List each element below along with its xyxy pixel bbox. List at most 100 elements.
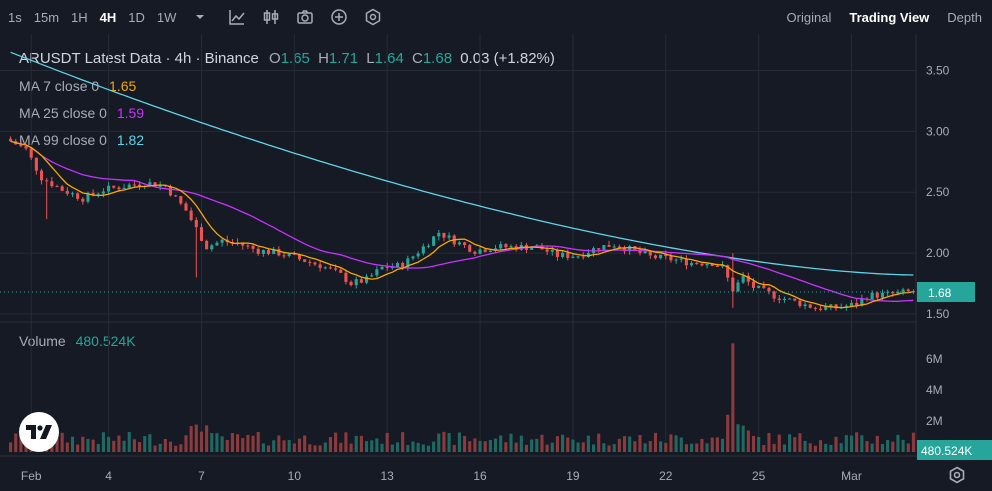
candle-style-icon[interactable] xyxy=(262,8,280,26)
volume-bar xyxy=(375,438,379,452)
volume-bar xyxy=(96,443,100,452)
candle-body xyxy=(261,250,265,254)
volume-bar xyxy=(659,441,663,452)
candle-body xyxy=(215,242,219,246)
low-value: 1.64 xyxy=(374,50,404,67)
chart-settings-icon[interactable] xyxy=(948,466,966,489)
volume-bar xyxy=(86,438,90,452)
volume-bar xyxy=(638,435,642,452)
volume-bar xyxy=(767,432,771,452)
volume-bar xyxy=(199,431,204,452)
volume-bar xyxy=(122,440,126,452)
volume-bar xyxy=(803,440,807,452)
view-depth[interactable]: Depth xyxy=(947,9,982,25)
volume-bar xyxy=(14,433,18,452)
volume-bar xyxy=(215,433,219,452)
volume-bar xyxy=(241,438,245,452)
volume-bar xyxy=(339,442,343,452)
volume-bar xyxy=(442,431,446,452)
volume-bar xyxy=(313,445,317,452)
volume-bar xyxy=(359,435,363,452)
ma7-value: 1.65 xyxy=(109,78,137,94)
volume-bar xyxy=(757,436,761,452)
volume-bar xyxy=(592,444,596,452)
settings-icon[interactable] xyxy=(364,8,382,26)
candle-body xyxy=(705,263,709,266)
view-trading-view[interactable]: Trading View xyxy=(849,9,930,25)
candle-body xyxy=(308,261,312,263)
candle-body xyxy=(199,227,204,241)
timeframe-1h[interactable]: 1H xyxy=(71,9,88,25)
candle-body xyxy=(65,190,69,194)
volume-bar xyxy=(808,443,812,452)
candle-body xyxy=(674,259,678,261)
volume-bar xyxy=(138,442,142,452)
volume-bar xyxy=(530,439,534,452)
volume-bar xyxy=(65,442,69,452)
camera-icon[interactable] xyxy=(296,8,314,26)
volume-bar xyxy=(328,437,332,452)
candle-body xyxy=(76,193,80,199)
volume-bar xyxy=(432,441,436,452)
volume-bar xyxy=(746,430,750,452)
volume-bar xyxy=(282,440,286,452)
timeframe-1w[interactable]: 1W xyxy=(156,9,177,25)
volume-bar xyxy=(715,437,719,452)
candle-body xyxy=(906,289,910,292)
timeframe-4h[interactable]: 4H xyxy=(99,9,117,25)
volume-tick-label: 4M xyxy=(926,383,943,397)
volume-bar xyxy=(602,443,606,452)
volume-bar xyxy=(524,444,529,452)
volume-bar xyxy=(236,434,240,452)
candle-body xyxy=(153,182,157,187)
volume-bar xyxy=(76,444,80,452)
indicators-icon[interactable] xyxy=(228,8,246,26)
candle-body xyxy=(700,263,704,266)
price-chart[interactable]: 1.68 3.50 3.00 2.50 2.00 1.50 6M 4M 2M 480.524K Fe… xyxy=(0,34,992,491)
candle-body xyxy=(34,157,38,171)
volume-value: 480.524K xyxy=(75,333,136,349)
volume-bar xyxy=(246,434,250,452)
candle-body xyxy=(808,304,812,308)
candle-body xyxy=(287,253,291,257)
volume-bar xyxy=(793,437,797,452)
timeframe-1d[interactable]: 1D xyxy=(128,9,145,25)
volume-bar xyxy=(401,432,405,452)
volume-bar xyxy=(726,414,730,452)
volume-bar xyxy=(127,431,131,452)
volume-bar xyxy=(782,444,786,452)
candle-body xyxy=(282,255,286,257)
volume-bar xyxy=(772,443,776,452)
candle-body xyxy=(617,246,621,248)
candle-body xyxy=(411,256,415,259)
candle-body xyxy=(138,184,142,187)
volume-bar xyxy=(395,442,400,452)
chart-title: ARUSDT Latest Data · 4h · Binance xyxy=(19,50,259,67)
volume-bar xyxy=(555,436,559,452)
candle-body xyxy=(911,291,915,293)
volume-bar xyxy=(684,444,688,452)
candle-body xyxy=(576,256,580,258)
candle-body xyxy=(107,185,111,192)
volume-bar xyxy=(189,426,193,452)
volume-bar xyxy=(91,439,95,452)
timeframe-15m[interactable]: 15m xyxy=(33,9,60,25)
view-original[interactable]: Original xyxy=(786,9,832,25)
close-value: 1.68 xyxy=(422,50,453,67)
volume-bar xyxy=(906,443,910,452)
volume-bar xyxy=(653,432,658,452)
volume-bar xyxy=(633,441,637,452)
volume-bar xyxy=(478,440,482,452)
change-value: 0.03 (+1.82%) xyxy=(460,50,555,67)
ma99-line xyxy=(10,51,914,276)
timeframe-1s[interactable]: 1s xyxy=(8,9,22,25)
add-icon[interactable] xyxy=(330,8,348,26)
date-tick-label: 13 xyxy=(381,469,395,483)
chevron-down-icon[interactable] xyxy=(194,11,206,23)
candle-body xyxy=(168,186,173,196)
last-price-badge-bg xyxy=(917,282,975,303)
candle-body xyxy=(499,244,503,249)
volume-bar xyxy=(334,432,338,452)
candle-body xyxy=(117,187,121,190)
date-tick-label: 19 xyxy=(566,469,580,483)
